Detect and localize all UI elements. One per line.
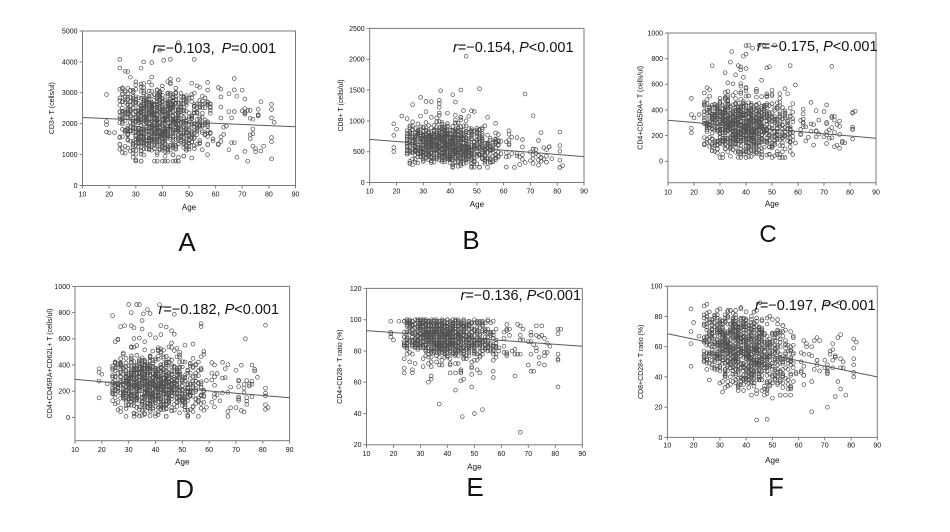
svg-text:Age: Age [467, 463, 482, 472]
svg-text:10: 10 [71, 447, 79, 454]
svg-text:50: 50 [768, 189, 776, 196]
svg-text:400: 400 [58, 362, 70, 369]
svg-text:50: 50 [471, 451, 479, 458]
svg-text:20: 20 [390, 451, 398, 458]
svg-text:20: 20 [98, 447, 106, 454]
svg-text:10: 10 [664, 189, 672, 196]
svg-text:40: 40 [742, 189, 750, 196]
svg-text:1000: 1000 [647, 30, 663, 37]
svg-text:20: 20 [105, 192, 113, 199]
svg-text:80: 80 [846, 189, 854, 196]
svg-text:A: A [178, 227, 196, 257]
svg-text:0: 0 [74, 183, 78, 190]
svg-text:80: 80 [553, 188, 561, 195]
svg-text:10: 10 [79, 192, 87, 199]
svg-text:30: 30 [419, 188, 427, 195]
svg-text:90: 90 [292, 192, 300, 199]
svg-text:Age: Age [765, 199, 780, 208]
svg-text:Age: Age [175, 458, 190, 467]
svg-text:1000: 1000 [54, 284, 70, 291]
svg-text:30: 30 [716, 189, 724, 196]
svg-text:2000: 2000 [62, 121, 78, 128]
svg-text:1500: 1500 [349, 87, 365, 94]
svg-text:1000: 1000 [349, 118, 365, 125]
svg-text:r=−0.175, P<0.001: r=−0.175, P<0.001 [757, 39, 878, 55]
svg-text:3000: 3000 [62, 90, 78, 97]
svg-text:80: 80 [354, 348, 362, 355]
svg-text:0: 0 [361, 180, 365, 187]
svg-text:70: 70 [524, 451, 532, 458]
svg-text:r=−0.182, P<0.001: r=−0.182, P<0.001 [159, 302, 280, 318]
svg-text:30: 30 [417, 451, 425, 458]
svg-text:60: 60 [212, 192, 220, 199]
svg-text:20: 20 [690, 189, 698, 196]
svg-text:80: 80 [265, 192, 273, 199]
svg-text:CD4+CD45RA+CD62L+ T (cells/ul): CD4+CD45RA+CD62L+ T (cells/ul) [47, 309, 54, 419]
svg-text:B: B [462, 225, 479, 255]
svg-text:600: 600 [58, 336, 70, 343]
svg-text:2000: 2000 [349, 57, 365, 64]
svg-text:D: D [175, 474, 194, 504]
svg-text:Age: Age [182, 203, 197, 212]
svg-text:90: 90 [578, 451, 586, 458]
svg-text:40: 40 [444, 451, 452, 458]
svg-text:r=−0.103,P=0.001: r=−0.103, P=0.001 [153, 41, 277, 57]
svg-text:30: 30 [125, 447, 133, 454]
svg-text:600: 600 [651, 82, 663, 89]
svg-text:60: 60 [354, 380, 362, 387]
svg-text:80: 80 [259, 447, 267, 454]
svg-text:400: 400 [651, 107, 663, 114]
svg-text:90: 90 [286, 447, 294, 454]
svg-text:60: 60 [205, 447, 213, 454]
svg-text:40: 40 [354, 411, 362, 418]
svg-text:100: 100 [350, 317, 362, 324]
svg-text:4000: 4000 [62, 59, 78, 66]
svg-text:10: 10 [363, 451, 371, 458]
svg-text:20: 20 [354, 442, 362, 449]
svg-text:0: 0 [66, 415, 70, 422]
svg-text:500: 500 [353, 149, 365, 156]
svg-text:60: 60 [498, 451, 506, 458]
svg-text:70: 70 [527, 188, 535, 195]
svg-text:70: 70 [232, 447, 240, 454]
svg-text:50: 50 [178, 447, 186, 454]
svg-text:40: 40 [446, 188, 454, 195]
svg-text:0: 0 [659, 159, 663, 166]
svg-text:Age: Age [470, 200, 485, 209]
svg-text:70: 70 [238, 192, 246, 199]
svg-text:20: 20 [393, 188, 401, 195]
svg-text:90: 90 [872, 189, 880, 196]
svg-text:CD8+ T (cells/ul): CD8+ T (cells/ul) [338, 79, 345, 131]
svg-text:60: 60 [794, 189, 802, 196]
svg-text:120: 120 [350, 286, 362, 293]
svg-text:200: 200 [58, 389, 70, 396]
svg-text:1000: 1000 [62, 152, 78, 159]
svg-text:800: 800 [58, 310, 70, 317]
svg-text:30: 30 [132, 192, 140, 199]
svg-text:40: 40 [152, 447, 160, 454]
svg-text:800: 800 [651, 56, 663, 63]
svg-text:CD3+ T (cells/ul): CD3+ T (cells/ul) [49, 82, 56, 134]
svg-text:5000: 5000 [62, 28, 78, 35]
svg-text:50: 50 [185, 192, 193, 199]
svg-text:200: 200 [651, 133, 663, 140]
svg-text:CD4+CD45RA+ T (cells/ul): CD4+CD45RA+ T (cells/ul) [638, 66, 645, 150]
svg-text:2500: 2500 [349, 26, 365, 33]
svg-text:40: 40 [159, 192, 167, 199]
svg-text:80: 80 [551, 451, 559, 458]
svg-text:10: 10 [366, 188, 374, 195]
svg-text:70: 70 [820, 189, 828, 196]
svg-text:90: 90 [580, 188, 588, 195]
svg-text:C: C [759, 221, 776, 248]
svg-text:50: 50 [473, 188, 481, 195]
svg-text:r=−0.154, P<0.001: r=−0.154, P<0.001 [453, 40, 574, 56]
svg-text:60: 60 [500, 188, 508, 195]
svg-text:CD4+CD28+ T ratio (%): CD4+CD28+ T ratio (%) [337, 329, 344, 403]
